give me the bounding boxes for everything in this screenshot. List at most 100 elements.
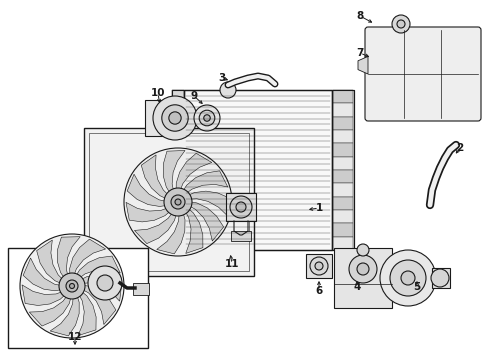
Polygon shape bbox=[127, 174, 171, 206]
Circle shape bbox=[124, 148, 232, 256]
Polygon shape bbox=[172, 154, 184, 170]
Circle shape bbox=[59, 273, 85, 299]
Circle shape bbox=[431, 269, 449, 287]
Text: 7: 7 bbox=[356, 48, 364, 58]
Polygon shape bbox=[172, 106, 184, 122]
Circle shape bbox=[70, 284, 74, 288]
Circle shape bbox=[315, 262, 323, 270]
Polygon shape bbox=[432, 268, 450, 288]
Polygon shape bbox=[141, 155, 171, 201]
Circle shape bbox=[194, 105, 220, 131]
Polygon shape bbox=[145, 100, 185, 136]
Circle shape bbox=[310, 257, 328, 275]
Polygon shape bbox=[163, 150, 185, 197]
Polygon shape bbox=[333, 130, 353, 143]
Polygon shape bbox=[50, 292, 79, 336]
Circle shape bbox=[357, 263, 369, 275]
Circle shape bbox=[401, 271, 415, 285]
Circle shape bbox=[171, 195, 185, 209]
Polygon shape bbox=[332, 90, 354, 250]
Text: 10: 10 bbox=[151, 88, 165, 98]
Polygon shape bbox=[77, 289, 96, 336]
Polygon shape bbox=[186, 201, 223, 241]
Circle shape bbox=[66, 280, 78, 292]
Circle shape bbox=[380, 250, 436, 306]
Polygon shape bbox=[333, 157, 353, 170]
Polygon shape bbox=[333, 223, 353, 237]
Circle shape bbox=[349, 255, 377, 283]
Circle shape bbox=[175, 199, 181, 205]
Polygon shape bbox=[37, 240, 66, 285]
Polygon shape bbox=[184, 191, 230, 216]
Text: 12: 12 bbox=[68, 332, 82, 342]
Polygon shape bbox=[172, 186, 184, 202]
Text: 3: 3 bbox=[219, 73, 225, 83]
Polygon shape bbox=[74, 256, 120, 280]
Polygon shape bbox=[172, 122, 184, 138]
Polygon shape bbox=[333, 103, 353, 117]
Circle shape bbox=[169, 112, 181, 124]
Polygon shape bbox=[77, 275, 122, 301]
Polygon shape bbox=[334, 248, 392, 308]
Polygon shape bbox=[172, 90, 184, 250]
Polygon shape bbox=[358, 57, 368, 74]
Polygon shape bbox=[333, 90, 353, 103]
Text: 6: 6 bbox=[316, 286, 322, 296]
Text: 4: 4 bbox=[353, 282, 361, 292]
Circle shape bbox=[230, 196, 252, 218]
Polygon shape bbox=[126, 202, 173, 222]
Polygon shape bbox=[333, 210, 353, 223]
Circle shape bbox=[97, 275, 113, 291]
FancyBboxPatch shape bbox=[365, 27, 481, 121]
Circle shape bbox=[236, 202, 246, 212]
Polygon shape bbox=[57, 237, 80, 282]
Polygon shape bbox=[306, 254, 332, 278]
Polygon shape bbox=[134, 210, 178, 244]
Polygon shape bbox=[172, 170, 184, 186]
Circle shape bbox=[204, 115, 210, 121]
Polygon shape bbox=[172, 218, 184, 234]
Polygon shape bbox=[8, 248, 148, 348]
Polygon shape bbox=[231, 231, 251, 241]
Polygon shape bbox=[333, 237, 353, 250]
Circle shape bbox=[357, 244, 369, 256]
Polygon shape bbox=[181, 171, 228, 196]
Text: 8: 8 bbox=[356, 11, 364, 21]
Polygon shape bbox=[22, 285, 68, 306]
Polygon shape bbox=[172, 138, 184, 154]
Polygon shape bbox=[176, 153, 212, 194]
Polygon shape bbox=[157, 209, 185, 254]
Polygon shape bbox=[70, 239, 106, 279]
Text: 2: 2 bbox=[456, 143, 464, 153]
Circle shape bbox=[397, 20, 405, 28]
Circle shape bbox=[390, 260, 426, 296]
Circle shape bbox=[88, 266, 122, 300]
Circle shape bbox=[162, 105, 188, 131]
Polygon shape bbox=[226, 193, 256, 221]
Polygon shape bbox=[333, 143, 353, 157]
Polygon shape bbox=[133, 283, 149, 295]
Circle shape bbox=[164, 188, 192, 216]
Circle shape bbox=[220, 82, 236, 98]
Polygon shape bbox=[184, 90, 332, 250]
Polygon shape bbox=[333, 170, 353, 183]
Text: 9: 9 bbox=[191, 91, 197, 101]
Polygon shape bbox=[172, 202, 184, 218]
Text: 11: 11 bbox=[225, 259, 239, 269]
Polygon shape bbox=[333, 197, 353, 210]
Polygon shape bbox=[29, 293, 72, 326]
Polygon shape bbox=[172, 90, 184, 106]
Text: 5: 5 bbox=[414, 282, 420, 292]
Polygon shape bbox=[79, 285, 116, 324]
Circle shape bbox=[20, 234, 124, 338]
Polygon shape bbox=[183, 206, 203, 253]
Circle shape bbox=[153, 96, 197, 140]
Polygon shape bbox=[172, 234, 184, 250]
Polygon shape bbox=[333, 117, 353, 130]
Text: 1: 1 bbox=[316, 203, 322, 213]
Circle shape bbox=[392, 15, 410, 33]
Polygon shape bbox=[84, 128, 254, 276]
Polygon shape bbox=[333, 183, 353, 197]
Circle shape bbox=[199, 110, 215, 126]
Polygon shape bbox=[23, 258, 66, 291]
